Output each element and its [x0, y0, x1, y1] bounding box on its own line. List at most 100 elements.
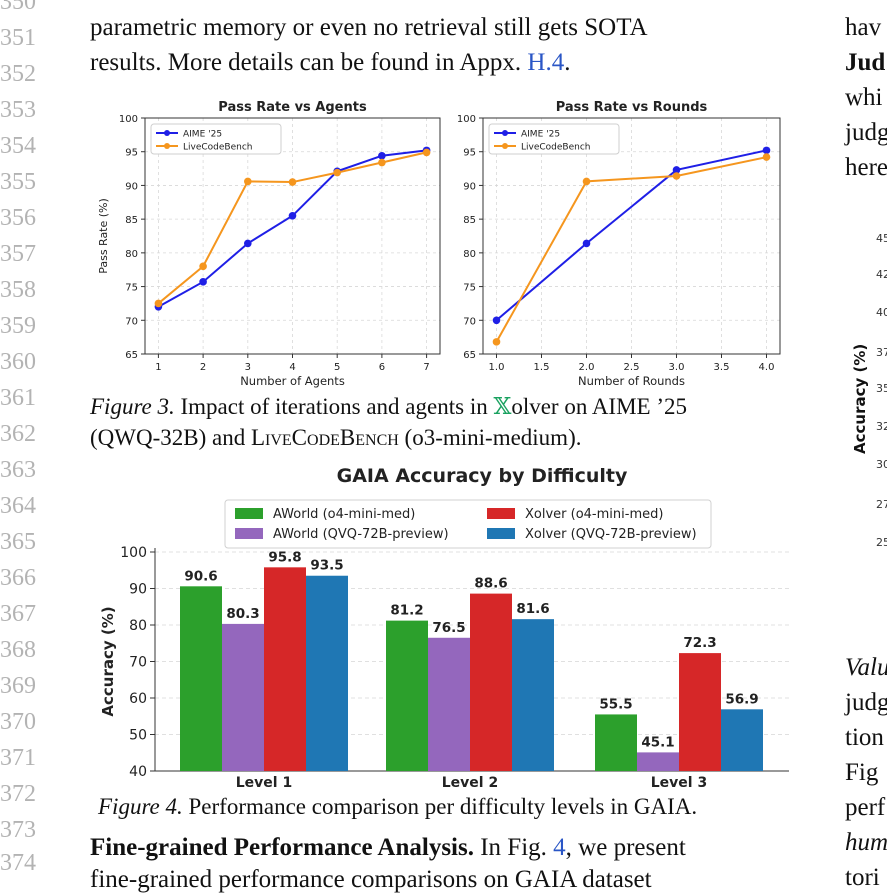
- line-number: 354: [0, 133, 36, 159]
- y-tick-label: 85: [463, 215, 476, 226]
- legend-swatch: [487, 508, 515, 519]
- chart-gaia-accuracy: GAIA Accuracy by Difficulty 40 50 60 70 80 90 1…: [99, 465, 789, 791]
- figure-3-caption-line-1: Figure 3. Impact of iterations and agent…: [90, 393, 687, 421]
- bar-value-label: 93.5: [310, 558, 343, 574]
- data-point: [154, 299, 163, 308]
- right-column-text: Valu: [845, 654, 887, 681]
- line-number: 362: [0, 421, 36, 447]
- line-number: 359: [0, 313, 36, 339]
- right-chart-tick: 32: [876, 420, 887, 433]
- y-tick-label: 75: [125, 283, 138, 294]
- y-tick-label: 65: [463, 350, 476, 361]
- figure-4-caption: Figure 4. Performance comparison per dif…: [98, 793, 697, 821]
- line-number: 374: [0, 850, 36, 876]
- right-column-text: judg: [845, 689, 887, 716]
- right-column-text: judg: [845, 119, 887, 146]
- para-text-end: , we present: [565, 834, 686, 861]
- data-point: [199, 278, 207, 286]
- x-tick-label: 2.0: [579, 362, 595, 373]
- right-chart-tick: 42: [876, 268, 887, 281]
- bar-value-label: 72.3: [683, 635, 716, 651]
- x-tick-label: 1: [155, 362, 161, 373]
- legend-marker: [502, 130, 508, 136]
- x-tick-label: 7: [423, 362, 429, 373]
- y-tick-label: 95: [125, 148, 138, 159]
- figure-3-caption-line-2b: (o3-mini-medium).: [398, 425, 582, 450]
- line-number: 352: [0, 61, 36, 87]
- figure-3-caption-text-2: olver on AIME ’25: [511, 394, 687, 419]
- data-point: [244, 239, 252, 248]
- bar: [470, 593, 512, 771]
- legend-label: LiveCodeBench: [521, 143, 591, 153]
- line-number: 373: [0, 817, 36, 843]
- line-number: 356: [0, 205, 36, 231]
- chart-title: GAIA Accuracy by Difficulty: [337, 465, 628, 487]
- bar-value-label: 56.9: [725, 691, 758, 707]
- y-axis-label: Accuracy (%): [99, 606, 117, 716]
- right-chart-tick: 35: [876, 382, 887, 395]
- line-number: 357: [0, 241, 36, 267]
- line-number: 369: [0, 673, 36, 699]
- right-chart-tick: 45: [876, 232, 887, 245]
- chart-title: Pass Rate vs Agents: [218, 100, 367, 115]
- bar-value-label: 45.1: [641, 734, 674, 750]
- data-point: [199, 262, 207, 271]
- x-axis-label: Number of Agents: [240, 374, 345, 388]
- bar-value-label: 76.5: [432, 620, 465, 636]
- data-point: [492, 316, 501, 325]
- data-point: [244, 177, 252, 186]
- bar-value-label: 80.3: [226, 606, 259, 622]
- figure-4-link[interactable]: 4: [553, 834, 566, 861]
- bar: [386, 620, 428, 771]
- legend-label: AWorld (QVQ-72B-preview): [273, 527, 449, 542]
- para-text: In Fig.: [473, 834, 554, 861]
- line-number: 368: [0, 637, 36, 663]
- legend-label: AIME '25: [521, 130, 560, 140]
- bar: [180, 586, 222, 771]
- y-tick-label: 50: [129, 728, 147, 744]
- legend-marker: [164, 143, 170, 149]
- line-number: 353: [0, 97, 36, 123]
- legend-marker: [164, 130, 170, 136]
- x-tick-label: 3: [245, 362, 251, 373]
- legend-label: AIME '25: [183, 130, 222, 140]
- appendix-link[interactable]: H.4: [527, 49, 565, 76]
- line-number: 364: [0, 493, 36, 519]
- x-tick-label: 1.0: [489, 362, 505, 373]
- y-tick-label: 80: [129, 618, 147, 634]
- para-line-2: fine-grained performance comparisons on …: [90, 866, 652, 893]
- data-point: [582, 177, 591, 186]
- figure-4-caption-text: Performance comparison per difficulty le…: [182, 794, 698, 819]
- intro-line-1: parametric memory or even no retrieval s…: [90, 14, 648, 41]
- intro-line-2-end: .: [564, 49, 571, 76]
- right-column-text: Jud: [845, 49, 886, 76]
- x-tick-label: 3.5: [714, 362, 730, 373]
- legend-box: [224, 499, 712, 549]
- right-column-text: tori: [845, 864, 880, 891]
- line-number: 358: [0, 277, 36, 303]
- data-point: [378, 151, 386, 160]
- line-number: 363: [0, 457, 36, 483]
- para-line-1: Fine-grained Performance Analysis. In Fi…: [90, 834, 686, 862]
- y-tick-label: 75: [463, 283, 476, 294]
- category-label: Level 3: [651, 775, 707, 791]
- x-axis-label: Number of Rounds: [578, 374, 685, 388]
- category-label: Level 2: [442, 775, 498, 791]
- y-tick-label: 95: [463, 148, 476, 159]
- data-point: [492, 338, 501, 346]
- y-tick-label: 100: [119, 114, 138, 125]
- x-tick-label: 4.0: [759, 362, 775, 373]
- figure-3-caption-line-2a: (QWQ-32B) and: [90, 425, 251, 450]
- bar: [721, 709, 763, 771]
- line-number: 351: [0, 25, 36, 51]
- bar: [428, 637, 470, 771]
- data-point: [378, 158, 386, 167]
- right-chart-ylabel: Accuracy (%): [851, 343, 869, 454]
- legend-label: Xolver (o4-mini-med): [525, 507, 663, 522]
- y-tick-label: 70: [463, 316, 476, 327]
- y-tick-label: 65: [125, 350, 138, 361]
- line-number: 370: [0, 709, 36, 735]
- y-tick-label: 100: [457, 114, 476, 125]
- intro-line-2: results. More details can be found in Ap…: [90, 49, 570, 77]
- data-point: [288, 178, 297, 186]
